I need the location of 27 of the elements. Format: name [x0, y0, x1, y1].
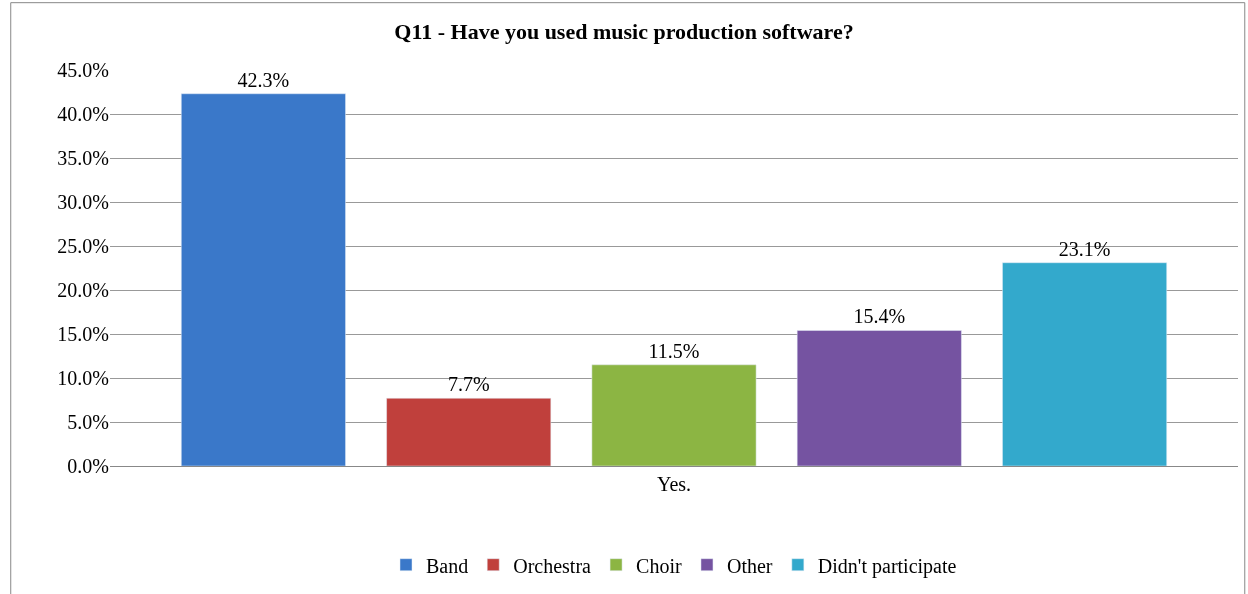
chart-title: Q11 - Have you used music production software?: [394, 19, 854, 45]
data-label: 42.3%: [237, 68, 290, 91]
data-label: 23.1%: [1058, 237, 1111, 260]
bar: [181, 93, 346, 466]
y-tick-label: 15.0%: [57, 323, 109, 345]
y-tick-label: 5.0%: [67, 411, 109, 433]
legend-label: Choir: [636, 554, 682, 577]
data-label: 11.5%: [648, 339, 700, 362]
data-label: 7.7%: [447, 373, 490, 396]
bar: [591, 364, 757, 466]
y-tick-label: 45.0%: [57, 59, 109, 81]
legend-label: Other: [726, 554, 773, 577]
x-tick-label: Yes.: [656, 473, 692, 495]
y-tick-label: 0.0%: [67, 455, 109, 477]
y-tick-label: 10.0%: [57, 367, 109, 389]
y-tick-label: 40.0%: [57, 103, 109, 125]
legend-label: Orchestra: [513, 554, 592, 577]
y-tick-label: 20.0%: [57, 279, 109, 301]
legend-label: Didn't participate: [817, 554, 957, 578]
y-tick-label: 25.0%: [57, 235, 109, 257]
bar: [796, 330, 962, 466]
data-label: 15.4%: [853, 305, 906, 328]
legend-label: Band: [426, 554, 469, 577]
y-tick-label: 35.0%: [57, 147, 109, 169]
bar: [1002, 262, 1167, 466]
bar: [386, 397, 552, 466]
y-tick-label: 30.0%: [57, 191, 109, 213]
